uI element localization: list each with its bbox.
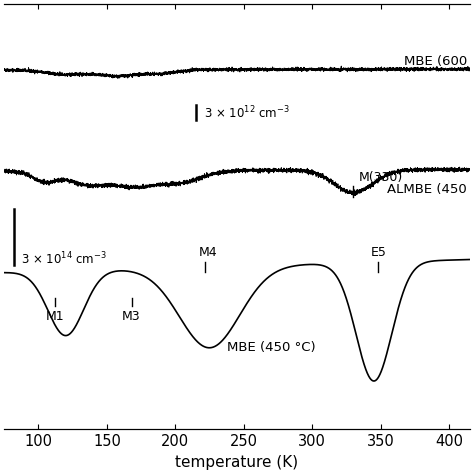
- Text: 3 $\times$ 10$^{14}$ cm$^{-3}$: 3 $\times$ 10$^{14}$ cm$^{-3}$: [20, 251, 107, 268]
- Text: 3 $\times$ 10$^{12}$ cm$^{-3}$: 3 $\times$ 10$^{12}$ cm$^{-3}$: [204, 104, 290, 121]
- Text: MBE (450 °C): MBE (450 °C): [227, 341, 316, 355]
- Text: MBE (600: MBE (600: [404, 55, 467, 68]
- Text: E5: E5: [371, 246, 387, 259]
- Text: M4: M4: [199, 246, 217, 259]
- X-axis label: temperature (K): temperature (K): [175, 455, 299, 470]
- Text: M(330): M(330): [359, 172, 403, 184]
- Text: M3: M3: [122, 310, 141, 323]
- Text: ALMBE (450: ALMBE (450: [387, 183, 467, 196]
- Text: M1: M1: [46, 310, 64, 323]
